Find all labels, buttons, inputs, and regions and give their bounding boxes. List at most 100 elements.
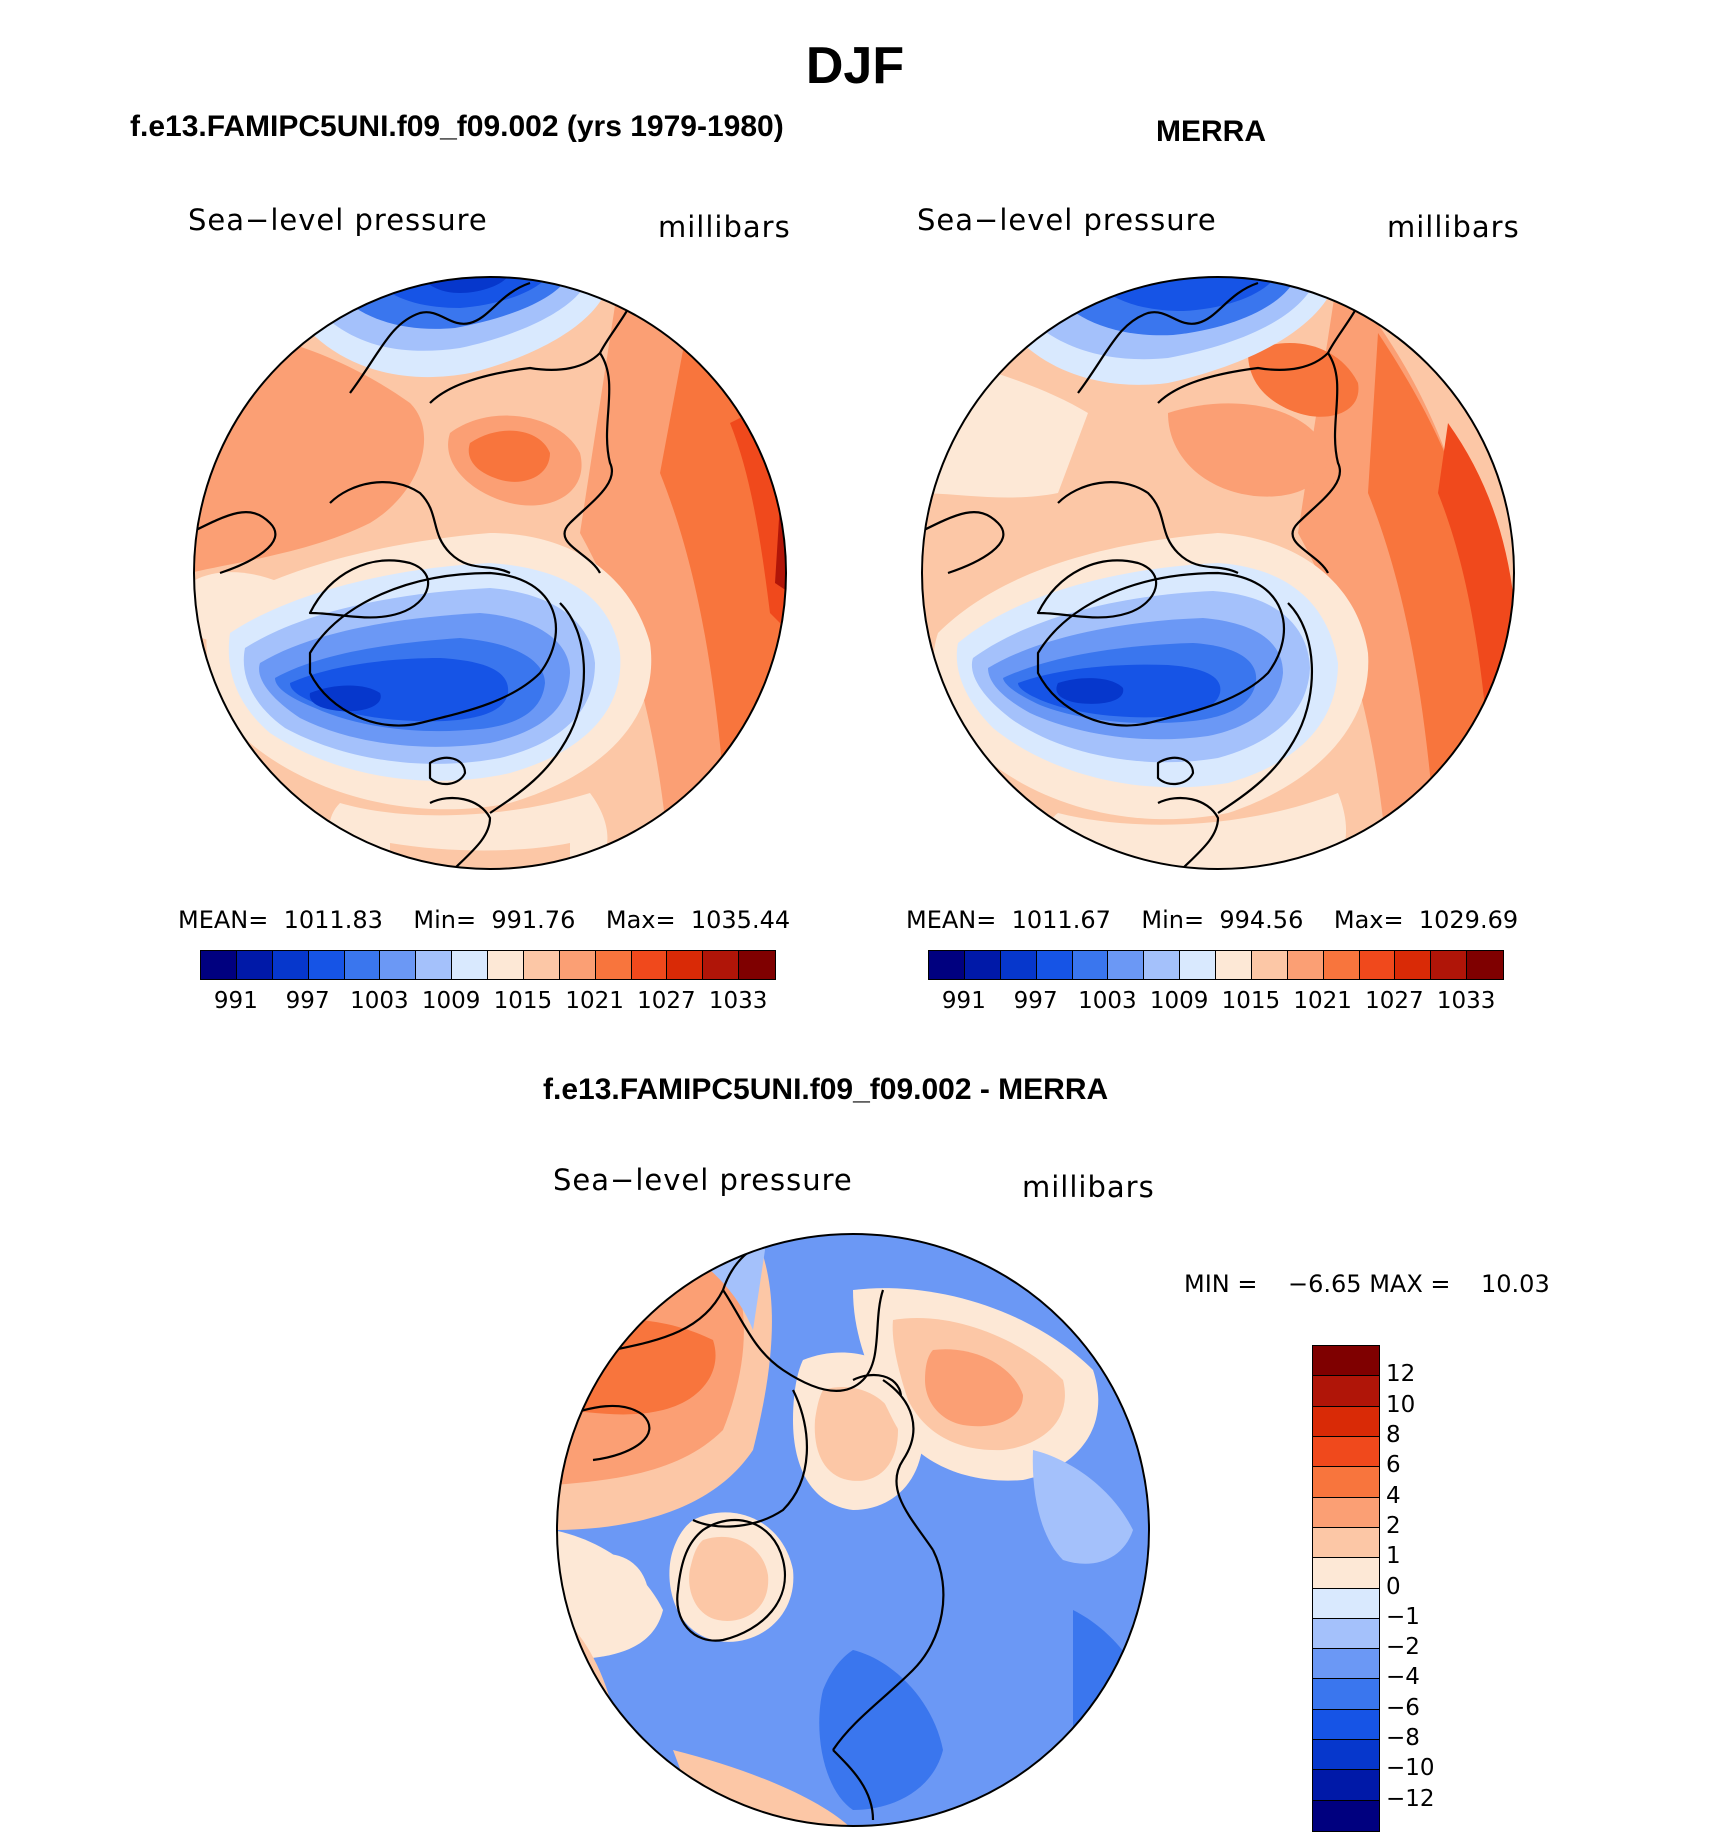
panel2-colorbar [928,950,1504,980]
colorbar-tick-label: 991 [941,988,986,1014]
colorbar-tick-label: 12 [1386,1361,1416,1388]
colorbar-tick-label: 2 [1386,1512,1401,1539]
panel1-variable: Sea−level pressure [188,203,488,237]
colorbar-swatch [1313,1467,1379,1498]
colorbar-swatch [1313,1649,1379,1680]
colorbar-swatch [667,951,704,979]
colorbar-tick-label: 1027 [1365,988,1424,1014]
min-value: −6.65 [1288,1270,1362,1298]
colorbar-tick-label: 1015 [493,988,553,1014]
colorbar-tick-label: 1033 [708,988,768,1014]
min-label: Min= [413,906,477,934]
colorbar-swatch [1313,1376,1379,1407]
colorbar-swatch [1072,951,1109,979]
colorbar-tick-label: 991 [213,988,258,1014]
panel2-polar-map [921,276,1515,870]
colorbar-tick-label: −12 [1386,1785,1435,1812]
panel1-colorbar [200,950,776,980]
colorbar-tick-label: −8 [1386,1725,1420,1752]
panel3-stats: MIN = −6.65 MAX = 10.03 [1184,1270,1550,1298]
colorbar-swatch [929,951,965,979]
colorbar-tick-label: 1021 [565,988,624,1014]
colorbar-swatch [631,951,668,979]
max-label: MAX = [1369,1270,1451,1298]
colorbar-tick-label: 997 [1013,988,1058,1014]
colorbar-swatch [201,951,237,979]
colorbar-swatch [1216,951,1252,979]
colorbar-tick-label: 1009 [421,988,481,1014]
figure-title: DJF [805,37,905,95]
colorbar-swatch [1313,1770,1379,1801]
colorbar-swatch [1313,1406,1379,1437]
colorbar-swatch [1313,1346,1379,1377]
colorbar-swatch [1313,1527,1379,1559]
panel3-units: millibars [1022,1170,1155,1204]
colorbar-swatch [703,951,740,979]
colorbar-tick-label: −6 [1386,1694,1420,1721]
max-value: 1035.44 [690,906,791,934]
colorbar-swatch [308,951,345,979]
colorbar-tick-label: 1027 [637,988,696,1014]
colorbar-swatch [559,951,596,979]
colorbar-tick-label: 4 [1386,1482,1401,1509]
colorbar-tick-label: 1021 [1293,988,1352,1014]
colorbar-swatch [523,951,560,979]
colorbar-swatch [1000,951,1037,979]
panel3-title: f.e13.FAMIPC5UNI.f09_f09.002 - MERRA [543,1073,1109,1106]
colorbar-swatch [1144,951,1181,979]
colorbar-swatch [380,951,417,979]
colorbar-swatch [1251,951,1288,979]
panel1-stats: MEAN= 1011.83 Min= 991.76 Max= 1035.44 [178,906,790,934]
max-label: Max= [1333,906,1404,934]
colorbar-swatch [344,951,381,979]
colorbar-tick-label: 997 [285,988,330,1014]
colorbar-swatch [1313,1740,1379,1771]
colorbar-swatch [739,951,775,979]
colorbar-swatch [1313,1497,1379,1528]
mean-label: MEAN= [906,906,997,934]
colorbar-swatch [1313,1618,1379,1650]
colorbar-swatch [1313,1709,1379,1741]
panel2-variable: Sea−level pressure [917,203,1217,237]
colorbar-swatch [1313,1558,1379,1589]
map1-boundary [193,276,787,870]
colorbar-swatch [964,951,1001,979]
colorbar-swatch [1467,951,1503,979]
colorbar-swatch [488,951,524,979]
panel1-title: f.e13.FAMIPC5UNI.f09_f09.002 (yrs 1979-1… [130,110,784,143]
panel2-stats: MEAN= 1011.67 Min= 994.56 Max= 1029.69 [906,906,1518,934]
colorbar-tick-label: −2 [1386,1634,1420,1661]
colorbar-swatch [272,951,309,979]
colorbar-tick-label: −4 [1386,1664,1420,1691]
panel2-units: millibars [1387,210,1520,244]
colorbar-swatch [1180,951,1216,979]
mean-value: 1011.67 [1011,906,1111,934]
max-label: Max= [605,906,676,934]
panel1-polar-map [193,276,787,870]
colorbar-tick-label: 10 [1386,1391,1416,1418]
min-label: MIN = [1184,1270,1258,1298]
colorbar-swatch [1313,1800,1379,1831]
min-value: 991.76 [491,906,576,934]
colorbar-tick-label: 1003 [1078,988,1137,1014]
colorbar-tick-label: 8 [1386,1421,1401,1448]
min-value: 994.56 [1219,906,1304,934]
colorbar-swatch [1313,1436,1379,1468]
mean-value: 1011.83 [283,906,383,934]
panel3-colorbar [1312,1345,1380,1832]
panel3-polar-map [556,1233,1150,1827]
colorbar-swatch [416,951,453,979]
colorbar-tick-label: 1 [1386,1543,1401,1570]
colorbar-tick-label: 1033 [1436,988,1496,1014]
panel3-variable: Sea−level pressure [553,1163,853,1197]
colorbar-swatch [595,951,632,979]
colorbar-swatch [1313,1588,1379,1619]
max-value: 1029.69 [1418,906,1519,934]
colorbar-swatch [452,951,488,979]
colorbar-tick-label: −10 [1386,1755,1435,1782]
mean-label: MEAN= [178,906,269,934]
colorbar-tick-label: 1009 [1149,988,1209,1014]
colorbar-tick-label: −1 [1386,1603,1420,1630]
colorbar-swatch [1359,951,1396,979]
panel2-title: MERRA [1156,115,1266,148]
